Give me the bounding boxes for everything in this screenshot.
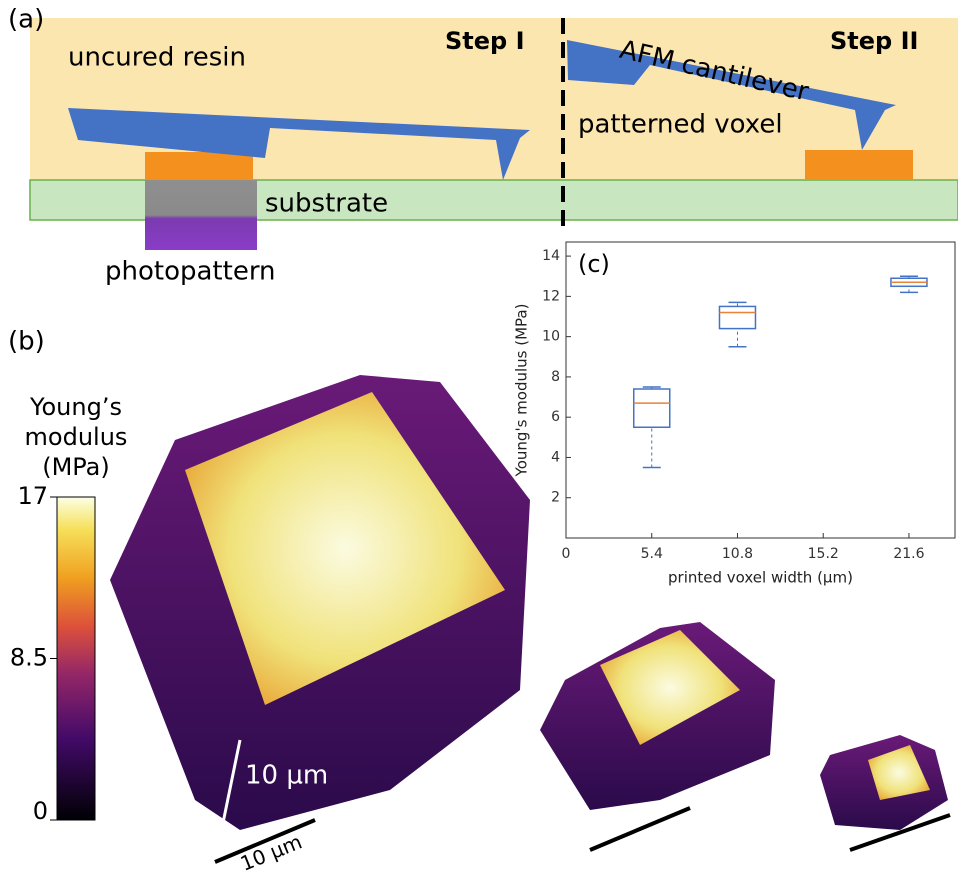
colorbar-title: (MPa) [42,453,110,481]
y-tick-label: 12 [542,288,560,304]
colorbar-tick-label: 8.5 [10,644,48,672]
block [145,152,253,182]
y-tick-label: 14 [542,248,560,264]
x-tick-label: 21.6 [893,546,924,562]
colorbar-tick-label: 17 [17,482,48,510]
photopattern-light [145,180,257,250]
panel-label: (a) [8,5,44,35]
colorbar-title: modulus [25,423,128,451]
label: photopattern [105,257,276,287]
y-axis-label: Young's modulus (MPa) [513,304,531,478]
scale-bar [590,808,690,850]
y-tick-label: 10 [542,329,560,345]
y-tick-label: 6 [551,409,560,425]
x-tick-label: 0 [562,546,571,562]
step-label: Step I [445,27,525,55]
colorbar-title: Young’s [29,393,122,421]
label: patterned voxel [578,110,783,140]
x-tick-label: 10.8 [722,546,753,562]
step-label: Step II [830,27,918,55]
voxel-block [805,150,913,180]
label: uncured resin [68,43,246,73]
figure: (a) uncured resin Step I AFM cantilever … [0,0,958,884]
colorbar [57,497,95,820]
y-tick-label: 8 [551,369,560,385]
panel-label: (b) [8,327,45,357]
x-axis-label: printed voxel width (μm) [668,569,853,587]
y-tick-label: 2 [551,490,560,506]
panel-label: (c) [578,250,610,278]
x-tick-label: 15.2 [808,546,839,562]
panel-c: (c) 2 4 6 8 10 12 14 0 5.4 10.8 15.2 21.6 printed vox… [513,242,956,587]
label: substrate [265,189,388,219]
y-tick-label: 4 [551,449,560,465]
x-tick-label: 5.4 [641,546,663,562]
colorbar-tick-label: 0 [33,797,48,825]
scale-label: 10 µm [245,761,328,791]
